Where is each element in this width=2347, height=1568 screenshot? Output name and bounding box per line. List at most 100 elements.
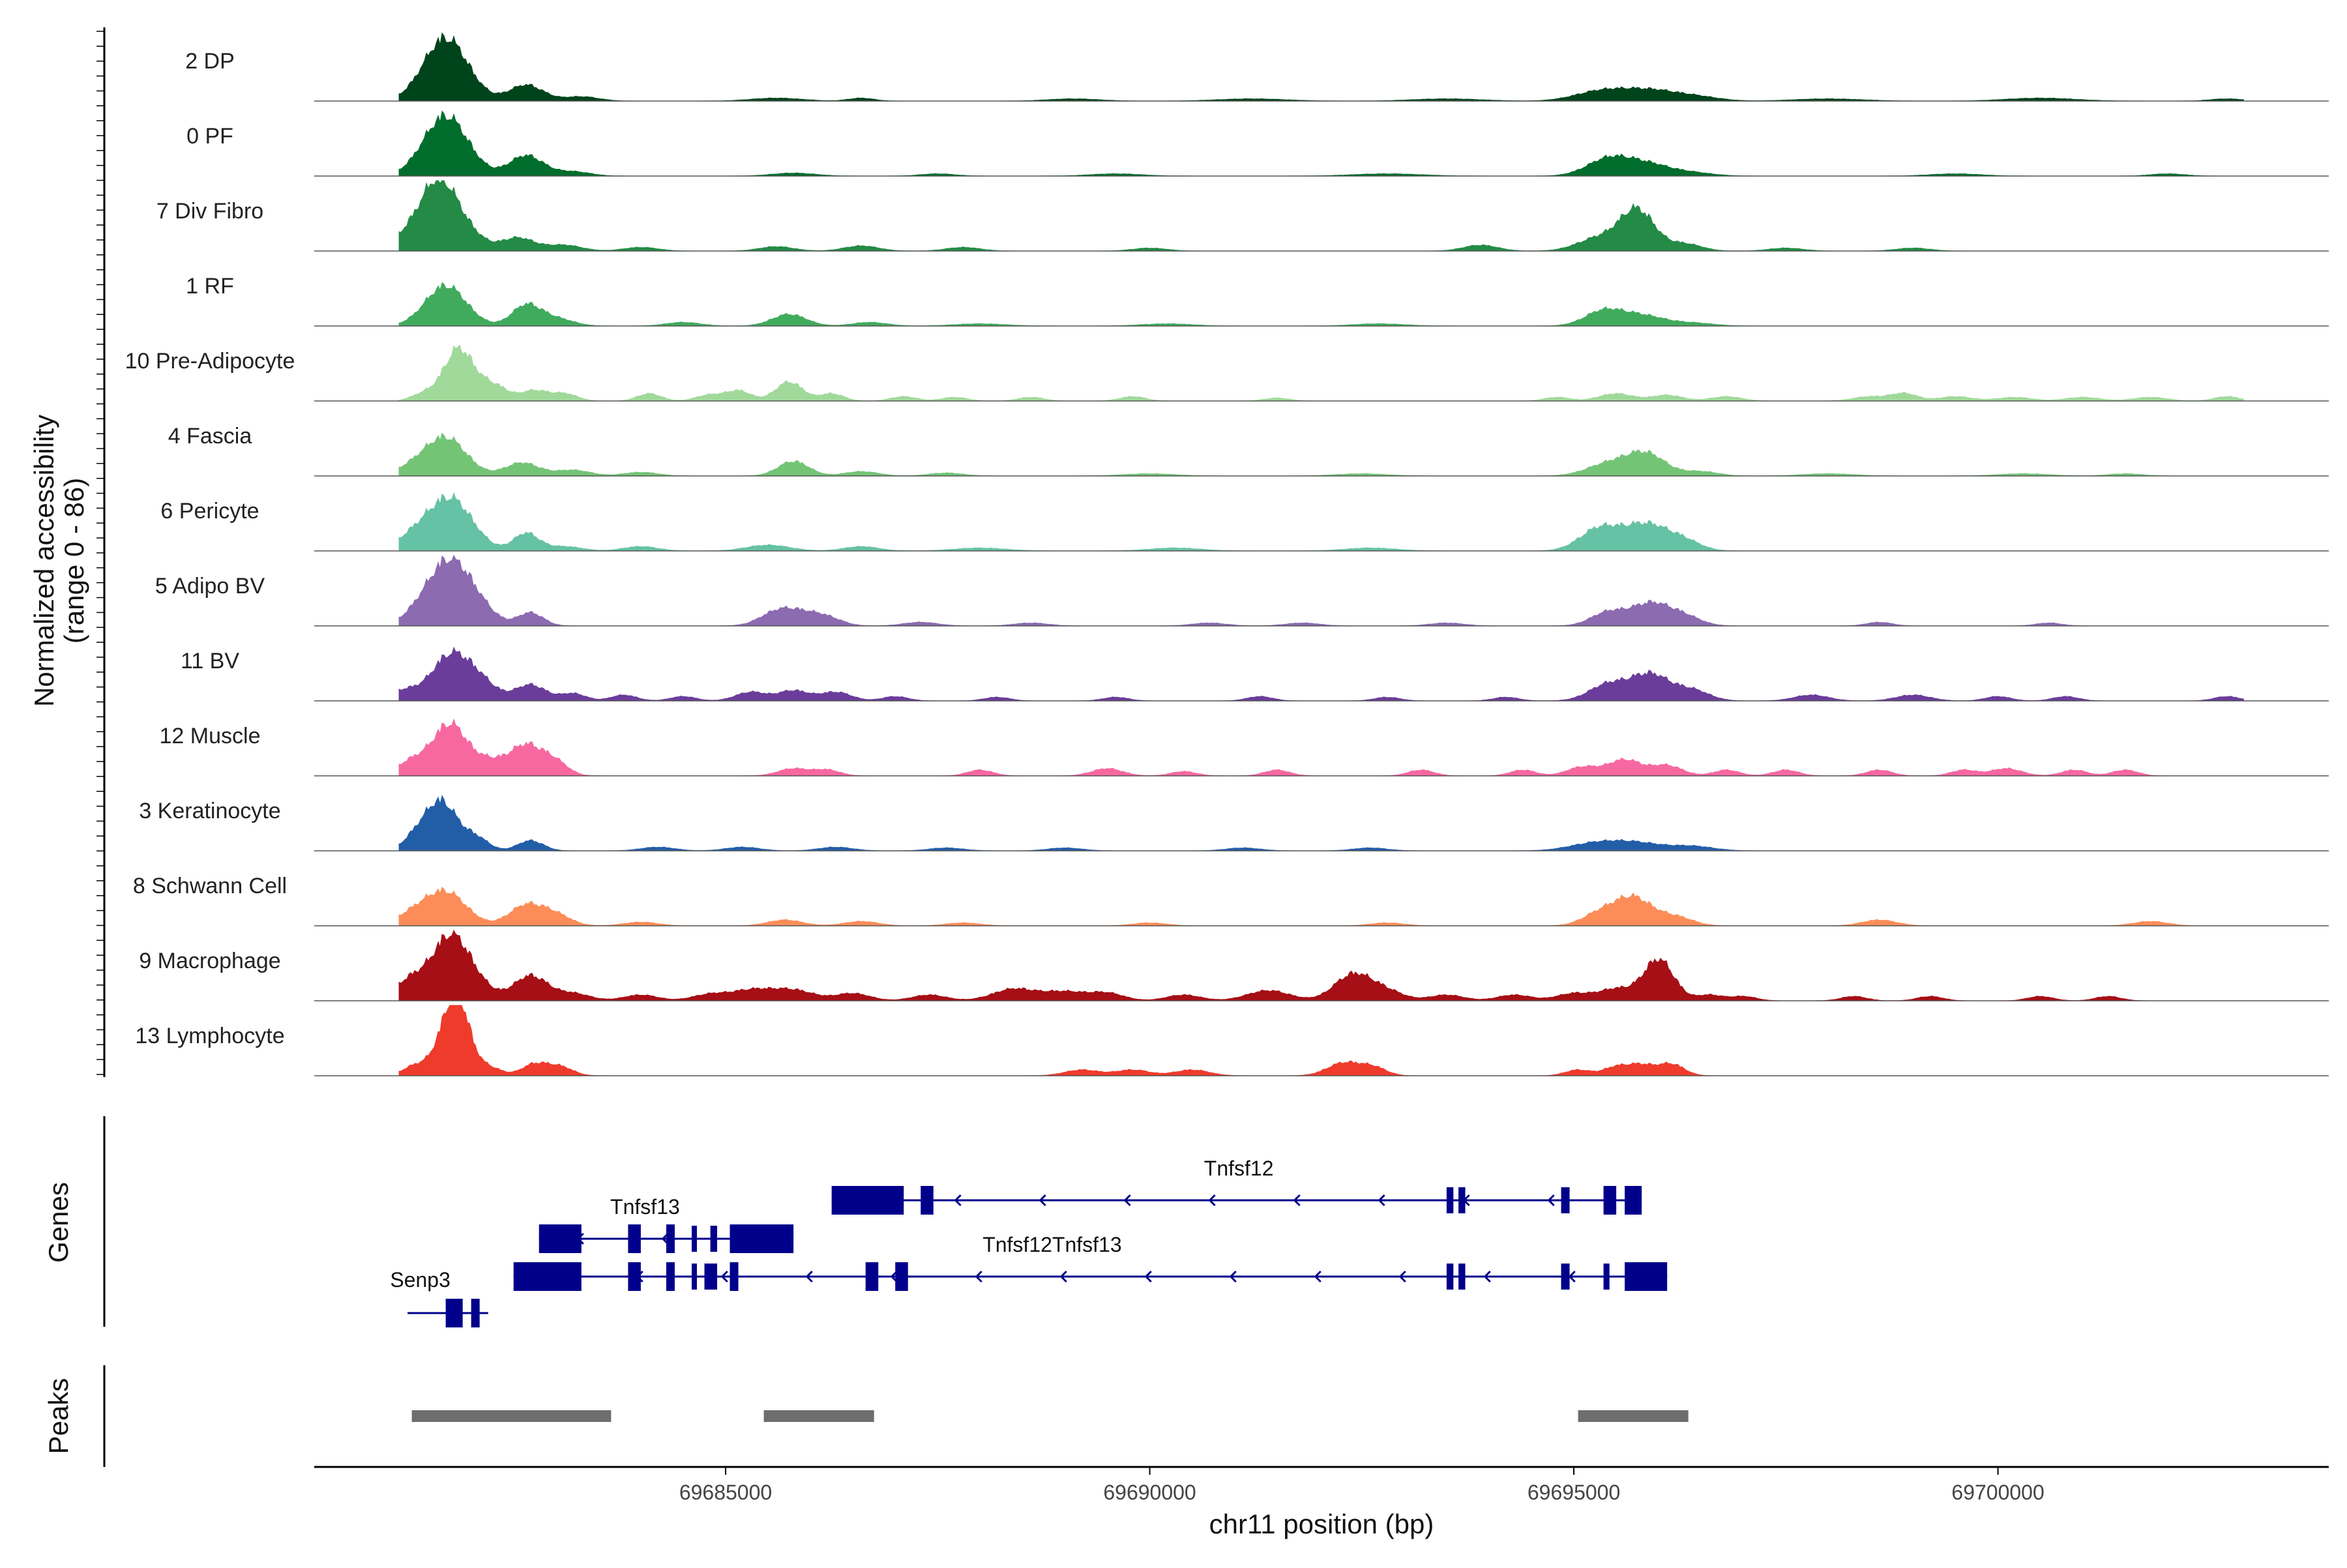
gene-exon xyxy=(921,1186,934,1215)
axis-layer: 69685000 69690000 69695000 69700000 xyxy=(96,27,2329,1504)
coverage-area xyxy=(398,886,2244,926)
gene-exon xyxy=(865,1262,879,1291)
strand-arrow xyxy=(720,1270,728,1283)
track: 2 DP xyxy=(185,32,2329,102)
x-axis-title: chr11 position (bp) xyxy=(1209,1509,1434,1539)
x-tick-label: 69690000 xyxy=(1103,1481,1196,1504)
gene-exon xyxy=(1458,1187,1466,1213)
peak-region xyxy=(1578,1410,1689,1422)
gene-model: Tnfsf12Tnfsf13 xyxy=(513,1233,1668,1291)
strand-arrow xyxy=(1483,1270,1491,1283)
strand-arrow xyxy=(1398,1270,1406,1283)
track-label: 2 DP xyxy=(185,49,235,74)
gene-exon xyxy=(730,1262,739,1291)
track: 10 Pre-Adipocyte xyxy=(125,344,2329,402)
coverage-area xyxy=(398,432,2244,477)
y-axis-title-line2: (range 0 - 86) xyxy=(59,478,89,643)
gene-model: Tnfsf13 xyxy=(539,1195,794,1253)
track: 13 Lymphocyte xyxy=(135,1005,2329,1076)
gene-exon xyxy=(1561,1264,1570,1290)
gene-exon xyxy=(704,1264,717,1290)
strand-arrow xyxy=(1123,1194,1131,1207)
strand-arrow xyxy=(890,1270,898,1283)
genes-panel-label: Genes xyxy=(43,1182,74,1263)
coverage-area xyxy=(398,1005,2244,1076)
strand-arrow xyxy=(1144,1270,1152,1283)
track-label: 0 PF xyxy=(186,124,233,149)
gene-exon xyxy=(691,1226,697,1252)
track: 4 Fascia xyxy=(168,424,2329,477)
track-label: 6 Pericyte xyxy=(160,499,259,524)
gene-exon xyxy=(895,1262,908,1291)
coverage-area xyxy=(398,646,2245,702)
gene-exon xyxy=(1625,1186,1642,1215)
track-label: 3 Keratinocyte xyxy=(139,799,280,823)
peak-region xyxy=(411,1410,612,1422)
gene-model: Senp3 xyxy=(390,1268,488,1327)
track-label: 11 BV xyxy=(181,649,239,673)
track-label: 12 Muscle xyxy=(160,724,261,748)
gene-label: Tnfsf12Tnfsf13 xyxy=(982,1233,1121,1256)
gene-label: Tnfsf12 xyxy=(1204,1157,1274,1180)
coverage-area xyxy=(398,282,2244,327)
track: 12 Muscle xyxy=(160,718,2329,777)
gene-exon xyxy=(445,1299,463,1327)
coverage-area xyxy=(398,554,2244,627)
coverage-area xyxy=(398,929,2244,1001)
gene-exon xyxy=(710,1226,717,1252)
peak-region xyxy=(763,1410,874,1422)
track: 9 Macrophage xyxy=(139,929,2329,1001)
gene-label: Senp3 xyxy=(390,1268,450,1292)
coverage-area xyxy=(398,180,2244,252)
strand-arrow xyxy=(954,1194,962,1207)
track: 3 Keratinocyte xyxy=(139,795,2329,851)
track-label: 4 Fascia xyxy=(168,424,252,449)
strand-arrow xyxy=(1378,1194,1385,1207)
gene-exon xyxy=(1446,1264,1454,1290)
track-label: 7 Div Fibro xyxy=(156,199,263,224)
gene-label: Tnfsf13 xyxy=(610,1195,680,1219)
track: 1 RF xyxy=(186,274,2329,327)
track: 5 Adipo BV xyxy=(155,554,2329,627)
gene-exon xyxy=(691,1264,697,1290)
strand-arrow xyxy=(1059,1270,1067,1283)
x-tick-label: 69700000 xyxy=(1951,1481,2044,1504)
coverage-area xyxy=(398,492,2244,552)
gene-exon xyxy=(666,1262,675,1291)
coverage-area xyxy=(398,718,2244,777)
gene-model: Tnfsf12 xyxy=(831,1157,1642,1215)
gene-exon xyxy=(539,1224,582,1253)
coverage-area xyxy=(398,344,2245,402)
strand-arrow xyxy=(1293,1194,1301,1207)
track-label: 9 Macrophage xyxy=(139,949,280,973)
gene-exon xyxy=(1446,1187,1454,1213)
gene-exon xyxy=(1603,1186,1617,1215)
gene-exon xyxy=(1561,1187,1570,1213)
x-tick-label: 69695000 xyxy=(1528,1481,1620,1504)
coverage-area xyxy=(398,110,2244,177)
strand-arrow xyxy=(805,1270,813,1283)
strand-arrow xyxy=(1568,1270,1576,1283)
coverage-area xyxy=(398,795,2244,851)
gene-exon xyxy=(1603,1264,1610,1290)
gene-exon xyxy=(1625,1262,1668,1291)
track-label: 1 RF xyxy=(186,274,234,299)
track: 7 Div Fibro xyxy=(156,180,2329,252)
track: 6 Pericyte xyxy=(160,492,2329,552)
strand-arrow xyxy=(975,1270,982,1283)
strand-arrow xyxy=(1314,1270,1321,1283)
track-label: 8 Schwann Cell xyxy=(133,874,287,898)
gene-exon xyxy=(628,1224,641,1253)
coverage-area xyxy=(398,32,2245,102)
track: 8 Schwann Cell xyxy=(133,874,2329,926)
strand-arrow xyxy=(1229,1270,1237,1283)
tracks-layer: 2 DP 0 PF 7 Div Fibro 1 RF 10 Pre-Adipocyte 4… xyxy=(125,32,2329,1076)
peaks-panel-label: Peaks xyxy=(43,1378,74,1455)
strand-arrow xyxy=(1208,1194,1216,1207)
track-label: 13 Lymphocyte xyxy=(135,1024,284,1048)
strand-arrow xyxy=(1547,1194,1555,1207)
track-label: 10 Pre-Adipocyte xyxy=(125,349,295,374)
